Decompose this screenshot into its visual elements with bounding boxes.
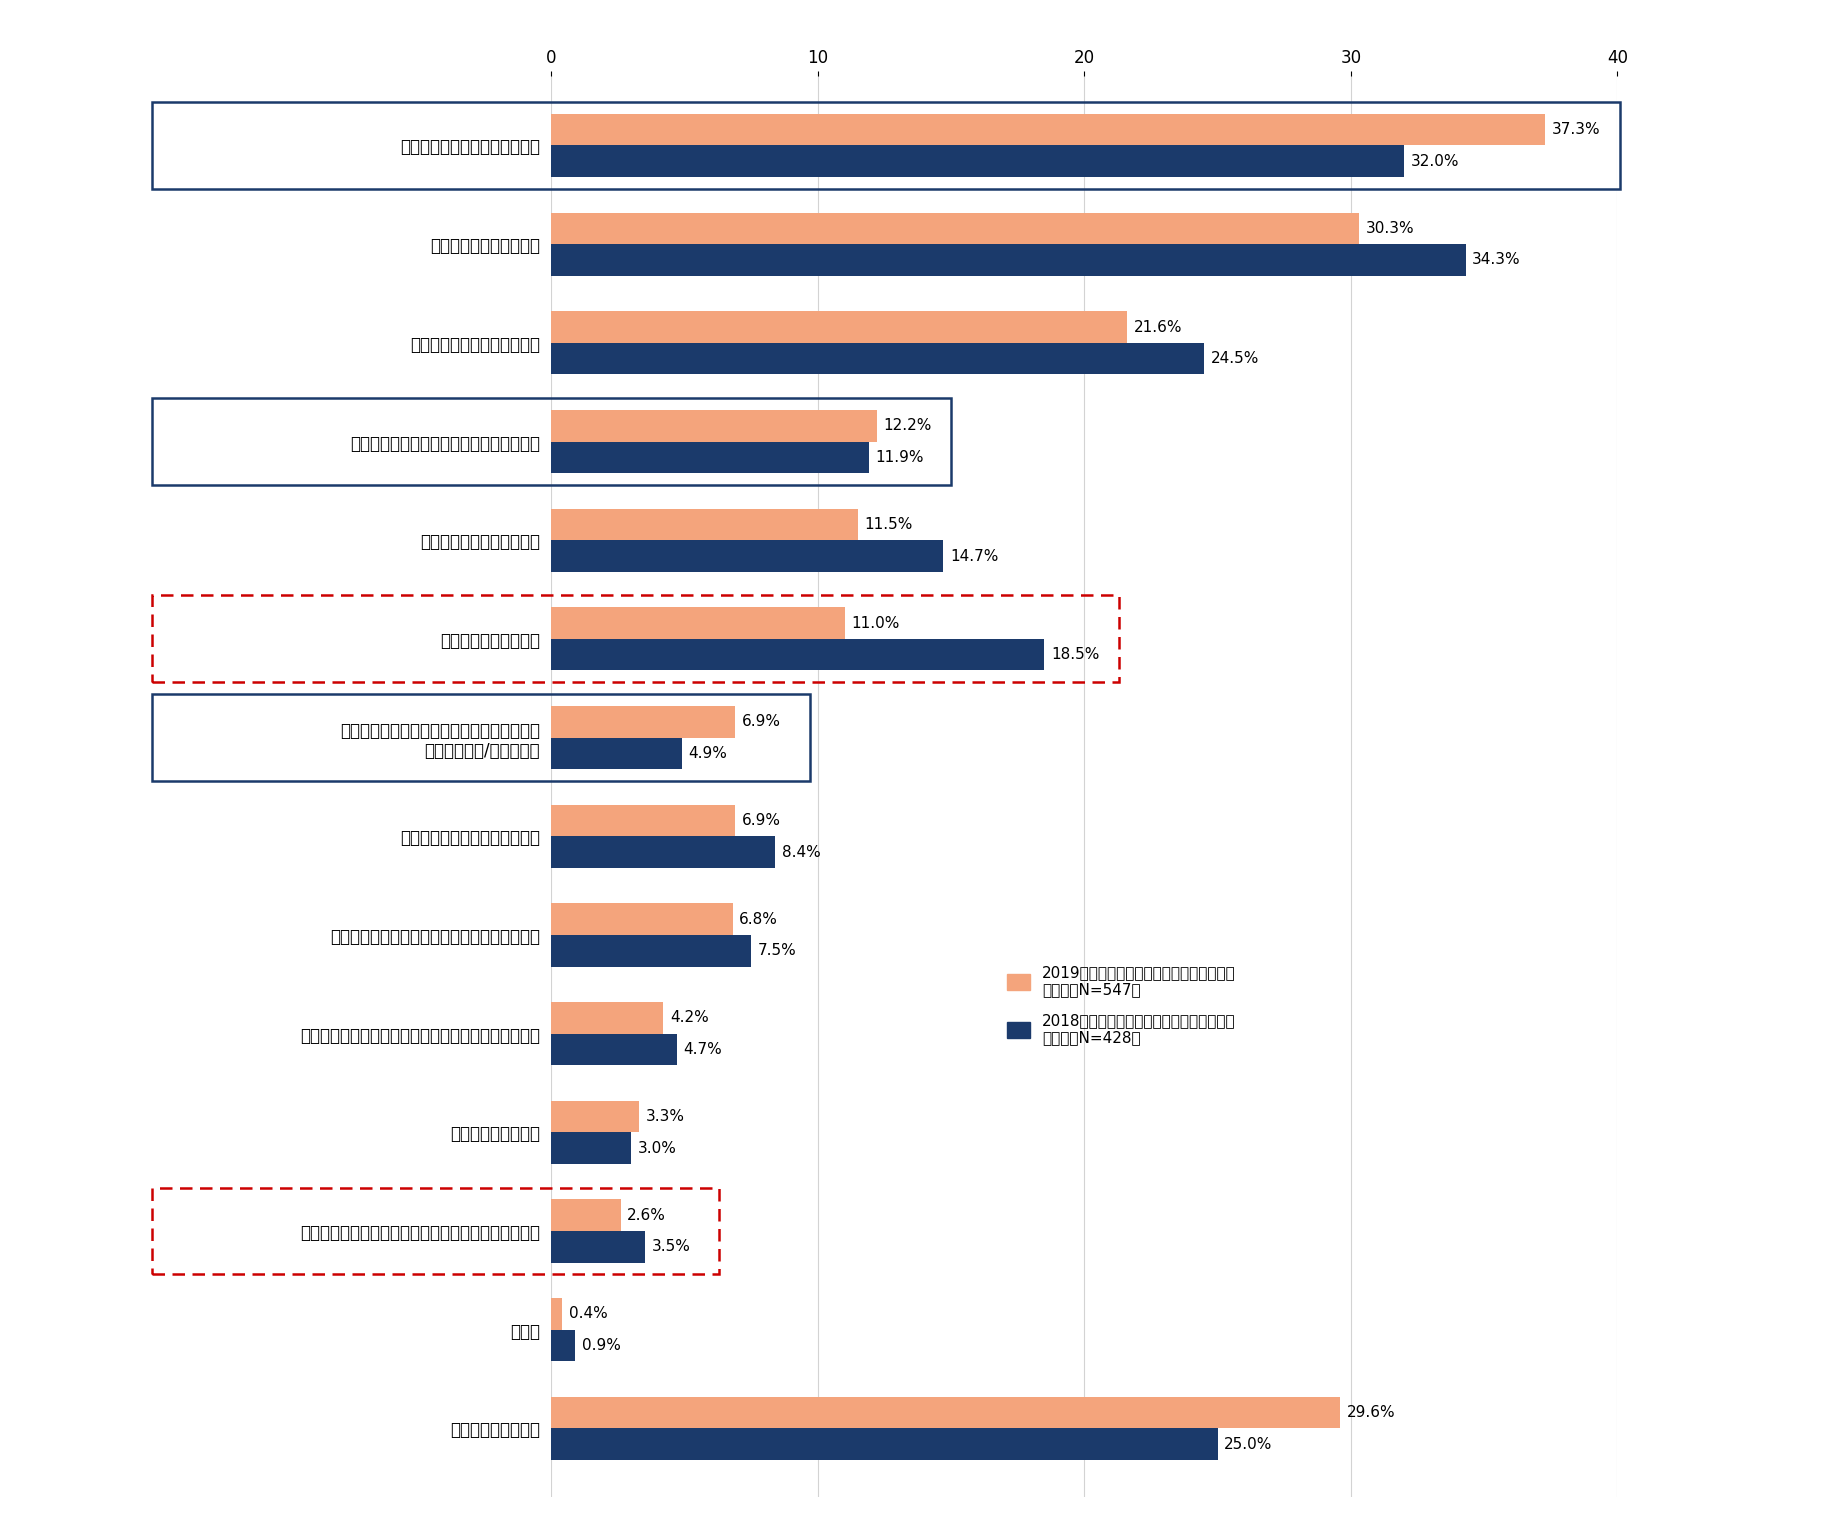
Bar — [551, 1002, 664, 1033]
Bar — [551, 442, 869, 474]
Bar — [551, 1132, 632, 1164]
Bar — [551, 836, 776, 868]
Text: 4.2%: 4.2% — [671, 1010, 709, 1025]
Bar — [551, 639, 1044, 671]
Text: 3.3%: 3.3% — [645, 1109, 686, 1125]
Bar — [551, 805, 735, 836]
Text: 6.8%: 6.8% — [739, 912, 777, 926]
Bar — [551, 706, 735, 738]
Bar — [151, 1187, 719, 1274]
Text: 18.5%: 18.5% — [1051, 648, 1099, 662]
Bar — [551, 244, 1465, 275]
Text: 2.6%: 2.6% — [627, 1207, 665, 1222]
Bar — [551, 509, 858, 541]
Bar — [151, 399, 952, 484]
Text: 11.5%: 11.5% — [864, 516, 913, 532]
Bar — [551, 935, 752, 967]
Bar — [551, 541, 943, 571]
Text: 6.9%: 6.9% — [743, 714, 781, 729]
Bar — [551, 1299, 562, 1329]
Bar — [551, 115, 1546, 145]
Bar — [551, 738, 682, 769]
Text: 11.0%: 11.0% — [851, 616, 899, 631]
Bar — [551, 410, 877, 442]
Bar — [551, 1199, 621, 1232]
Text: 3.5%: 3.5% — [651, 1239, 691, 1254]
Text: 29.6%: 29.6% — [1347, 1406, 1395, 1420]
Text: 6.9%: 6.9% — [743, 813, 781, 828]
Text: 0.4%: 0.4% — [568, 1306, 608, 1322]
Bar — [551, 607, 845, 639]
Bar — [551, 312, 1127, 342]
Bar — [551, 1329, 575, 1361]
Text: 25.0%: 25.0% — [1224, 1436, 1272, 1452]
Bar — [151, 694, 811, 781]
Legend: 2019年働き方改革に取り組んでいる企業の
従業員（N=547）, 2018年働き方改革に取り組んでいる企業の
従業員（N=428）: 2019年働き方改革に取り組んでいる企業の 従業員（N=547）, 2018年働… — [1007, 966, 1235, 1045]
Text: 37.3%: 37.3% — [1551, 122, 1601, 138]
Text: 3.0%: 3.0% — [638, 1140, 676, 1155]
Bar — [551, 903, 733, 935]
Bar — [551, 342, 1204, 374]
Text: 21.6%: 21.6% — [1134, 319, 1182, 335]
Bar — [551, 1100, 640, 1132]
Bar — [551, 1232, 645, 1262]
Text: 0.9%: 0.9% — [583, 1339, 621, 1352]
Text: 32.0%: 32.0% — [1412, 154, 1459, 168]
Text: 4.9%: 4.9% — [689, 746, 728, 761]
Text: 7.5%: 7.5% — [757, 943, 796, 958]
Text: 12.2%: 12.2% — [884, 419, 932, 434]
Bar — [551, 212, 1358, 244]
Text: 11.9%: 11.9% — [875, 449, 925, 465]
Text: 30.3%: 30.3% — [1366, 222, 1413, 235]
Bar — [551, 145, 1404, 177]
Text: 8.4%: 8.4% — [781, 845, 822, 860]
Bar — [551, 1397, 1340, 1429]
Text: 34.3%: 34.3% — [1472, 252, 1520, 267]
Bar — [151, 596, 1119, 683]
Text: 24.5%: 24.5% — [1211, 351, 1259, 367]
Text: 4.7%: 4.7% — [684, 1042, 722, 1057]
Bar — [151, 102, 1619, 189]
Bar — [551, 1033, 676, 1065]
Text: 14.7%: 14.7% — [950, 549, 998, 564]
Bar — [551, 1429, 1219, 1459]
